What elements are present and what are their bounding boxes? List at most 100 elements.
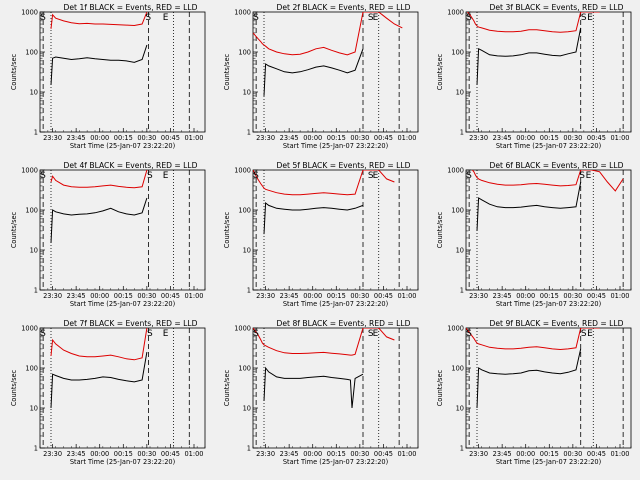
- x-tick-label: 01:00: [184, 450, 203, 458]
- marker-s-label: S: [40, 13, 46, 23]
- x-tick-label: 23:30: [43, 134, 62, 142]
- x-tick-label: 00:00: [516, 134, 535, 142]
- x-tick-label: 23:30: [256, 450, 275, 458]
- chart-title: Det 7f BLACK = Events, RED = LLD: [64, 319, 198, 328]
- events-series-line: [50, 44, 148, 86]
- x-tick-label: 23:30: [469, 292, 488, 300]
- events-series-line: [50, 352, 148, 409]
- chart-title: Det 8f BLACK = Events, RED = LLD: [277, 319, 411, 328]
- lld-series-line: [466, 328, 600, 351]
- x-tick-label: 00:00: [303, 134, 322, 142]
- x-tick-label: 00:30: [563, 134, 582, 142]
- x-tick-label: 00:15: [540, 292, 559, 300]
- x-tick-label: 00:45: [161, 292, 180, 300]
- x-tick-label: 00:30: [563, 292, 582, 300]
- marker-s-label: S: [581, 329, 587, 339]
- plot-frame: [39, 327, 206, 449]
- y-tick-label: 1: [34, 286, 38, 294]
- x-axis-label: Start Time (25-Jan-07 23:22:20): [496, 458, 601, 466]
- chart-title: Det 2f BLACK = Events, RED = LLD: [277, 3, 411, 12]
- chart-panel-6: Det 6f BLACK = Events, RED = LLD 1 10 100 10…: [436, 161, 632, 308]
- marker-e-label: E: [373, 171, 379, 181]
- x-tick-label: 00:30: [137, 450, 156, 458]
- marker-s-label: S: [147, 171, 153, 181]
- events-series-line: [476, 27, 582, 86]
- plot-frame: [252, 11, 419, 133]
- plot-frame: [252, 327, 419, 449]
- chart-panel-4: Det 4f BLACK = Events, RED = LLD 1 10 100 10…: [10, 161, 206, 308]
- x-tick-label: 00:45: [374, 450, 393, 458]
- x-tick-label: 23:30: [256, 292, 275, 300]
- chart-panel-3: Det 3f BLACK = Events, RED = LLD 1 10 100 10…: [436, 3, 632, 150]
- marker-s-label: S: [466, 329, 472, 339]
- x-tick-label: 00:00: [303, 450, 322, 458]
- x-tick-label: 00:45: [374, 292, 393, 300]
- y-tick-label: 1: [460, 128, 464, 136]
- y-tick-label: 100: [451, 48, 464, 56]
- y-axis-label: Counts/sec: [436, 369, 444, 406]
- y-tick-label: 100: [25, 48, 38, 56]
- y-tick-label: 1000: [447, 8, 464, 16]
- x-tick-label: 01:00: [184, 292, 203, 300]
- y-axis-label: Counts/sec: [223, 369, 231, 406]
- chart-panel-9: Det 9f BLACK = Events, RED = LLD 1 10 100 10…: [436, 319, 632, 466]
- marker-s-label: S: [368, 13, 374, 23]
- x-axis-label: Start Time (25-Jan-07 23:22:20): [496, 300, 601, 308]
- x-tick-label: 23:45: [67, 134, 86, 142]
- y-tick-label: 100: [238, 206, 251, 214]
- marker-e-label: E: [587, 13, 593, 23]
- plot-frame: [39, 11, 206, 133]
- plot-area: [50, 12, 148, 86]
- marker-e-label: E: [373, 13, 379, 23]
- y-tick-label: 1: [247, 286, 251, 294]
- x-axis-label: Start Time (25-Jan-07 23:22:20): [496, 142, 601, 150]
- plot-area: [253, 170, 395, 235]
- x-tick-label: 23:45: [280, 450, 299, 458]
- lld-series-line: [471, 170, 624, 192]
- y-tick-label: 1000: [21, 8, 38, 16]
- marker-e-label: E: [163, 171, 169, 181]
- y-tick-label: 1000: [234, 8, 251, 16]
- y-tick-label: 10: [243, 88, 251, 96]
- plot-area: [471, 170, 624, 231]
- y-tick-label: 1000: [447, 324, 464, 332]
- marker-s-label: S: [147, 329, 153, 339]
- x-tick-label: 01:00: [397, 292, 416, 300]
- marker-s-label: S: [368, 171, 374, 181]
- x-tick-label: 23:45: [280, 134, 299, 142]
- y-tick-label: 1: [460, 286, 464, 294]
- chart-panel-7: Det 7f BLACK = Events, RED = LLD 1 10 100 10…: [10, 319, 206, 466]
- x-tick-label: 00:45: [587, 134, 606, 142]
- x-tick-label: 23:45: [67, 450, 86, 458]
- x-tick-label: 00:15: [114, 292, 133, 300]
- y-axis-label: Counts/sec: [436, 53, 444, 90]
- x-tick-label: 00:45: [161, 134, 180, 142]
- chart-panel-2: Det 2f BLACK = Events, RED = LLD 1 10 100 10…: [223, 3, 419, 150]
- x-tick-label: 00:00: [90, 134, 109, 142]
- x-tick-label: 00:15: [540, 134, 559, 142]
- x-tick-label: 00:30: [563, 450, 582, 458]
- lld-series-line: [466, 12, 600, 33]
- x-axis-label: Start Time (25-Jan-07 23:22:20): [70, 142, 175, 150]
- marker-e-label: E: [587, 329, 593, 339]
- x-tick-label: 00:00: [90, 292, 109, 300]
- y-tick-label: 100: [25, 206, 38, 214]
- y-tick-label: 10: [456, 88, 464, 96]
- x-tick-label: 23:30: [469, 450, 488, 458]
- x-axis-label: Start Time (25-Jan-07 23:22:20): [283, 458, 388, 466]
- x-tick-label: 00:00: [303, 292, 322, 300]
- y-tick-label: 100: [238, 364, 251, 372]
- y-tick-label: 1: [34, 128, 38, 136]
- y-axis-label: Counts/sec: [436, 211, 444, 248]
- y-tick-label: 1: [247, 444, 251, 452]
- plot-area: [253, 328, 395, 409]
- marker-s-label: S: [253, 13, 259, 23]
- x-tick-label: 23:45: [280, 292, 299, 300]
- x-tick-label: 00:30: [137, 134, 156, 142]
- x-tick-label: 00:15: [327, 292, 346, 300]
- plot-frame: [465, 327, 632, 449]
- chart-title: Det 6f BLACK = Events, RED = LLD: [490, 161, 624, 170]
- plot-frame: [252, 169, 419, 291]
- marker-s-label: S: [40, 171, 46, 181]
- lld-series-line: [253, 170, 395, 196]
